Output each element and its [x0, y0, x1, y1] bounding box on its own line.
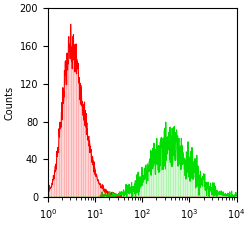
Y-axis label: Counts: Counts	[4, 86, 14, 120]
